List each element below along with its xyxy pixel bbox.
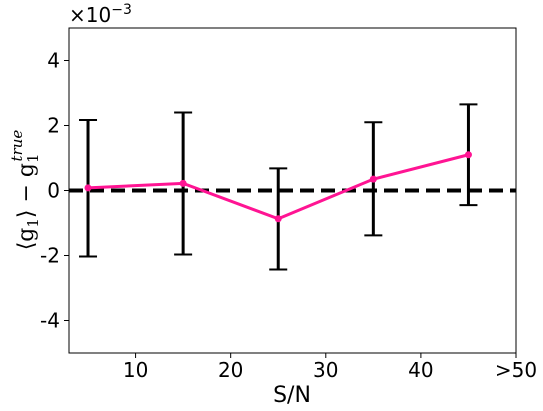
y-tick-label: 0 <box>47 179 60 203</box>
y-tick-label: -4 <box>40 309 60 333</box>
data-point <box>274 215 282 223</box>
plot-area <box>69 103 516 271</box>
y-axis-label: ⟨g1⟩ − g1true <box>8 130 42 251</box>
data-point <box>369 175 377 183</box>
data-point <box>179 179 187 187</box>
y-tick-label: -2 <box>40 244 60 268</box>
x-axis-label: S/N <box>273 383 311 408</box>
x-tick-label: >50 <box>495 358 537 382</box>
y-tick-label: 2 <box>47 114 60 138</box>
x-tick-label: 20 <box>218 358 243 382</box>
x-tick-label: 30 <box>313 358 338 382</box>
data-point <box>84 184 92 192</box>
y-tick-label: 4 <box>47 49 60 73</box>
axes: 10 20 30 40 >50 -4 -2 0 2 4 <box>40 27 537 382</box>
data-point <box>464 151 472 159</box>
x-tick-label: 40 <box>408 358 433 382</box>
x-tick-label: 10 <box>123 358 148 382</box>
y-scale-factor: ×10−3 <box>69 2 132 27</box>
